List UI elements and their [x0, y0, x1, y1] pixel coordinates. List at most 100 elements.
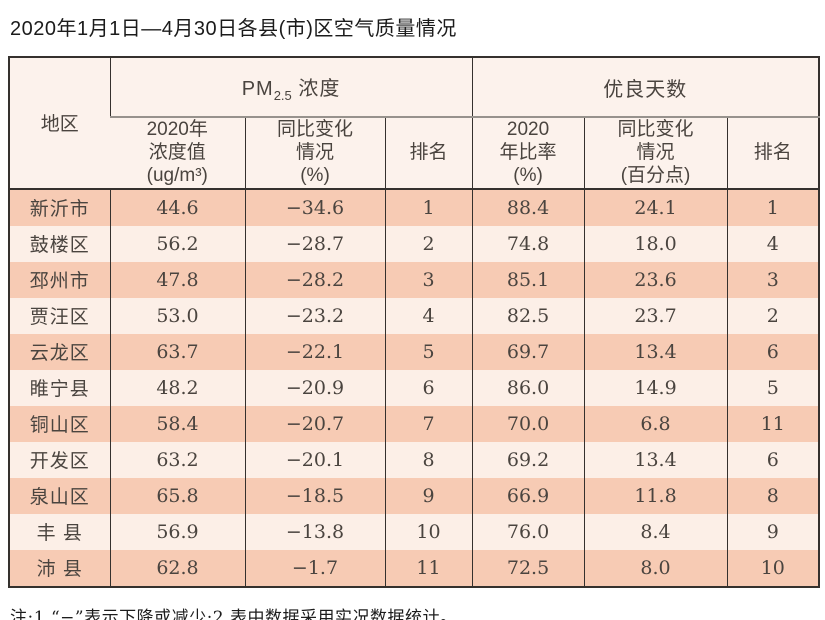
- good-rank-cell: 9: [726, 513, 820, 550]
- pm-change-cell: −20.9: [244, 369, 385, 406]
- good-rate-cell: 85.1: [471, 261, 585, 298]
- good-change-cell: 13.4: [583, 333, 728, 370]
- pm-rank-cell: 1: [384, 188, 473, 226]
- pm25-subscript: 2.5: [273, 87, 292, 103]
- good-rank-cell: 6: [726, 333, 820, 370]
- pm-change-cell: −20.1: [244, 441, 385, 478]
- table-row: 邳州市 47.8 −28.2 3 85.1 23.6 3: [9, 261, 820, 298]
- region-cell: 邳州市: [9, 261, 110, 298]
- pm-value-cell: 63.2: [109, 441, 245, 478]
- table-row: 新沂市 44.6 −34.6 1 88.4 24.1 1: [9, 188, 820, 226]
- pm-value-cell: 65.8: [109, 477, 245, 514]
- good-rate-cell: 66.9: [471, 477, 585, 514]
- good-rate-cell: 76.0: [471, 513, 585, 550]
- region-cell: 新沂市: [9, 188, 110, 226]
- pm-change-cell: −28.7: [244, 225, 385, 262]
- pm-rank-cell: 3: [384, 261, 473, 298]
- col-group-good-days: 优良天数: [471, 57, 820, 118]
- pm-rank-cell: 7: [384, 405, 473, 442]
- pm-rank-cell: 8: [384, 441, 473, 478]
- table-row: 开发区 63.2 −20.1 8 69.2 13.4 6: [9, 441, 820, 478]
- region-cell: 丰 县: [9, 513, 110, 550]
- pm-value-cell: 63.7: [109, 333, 245, 370]
- pm-rank-cell: 11: [384, 549, 473, 587]
- good-change-cell: 23.7: [583, 297, 728, 334]
- pm-rank-cell: 5: [384, 333, 473, 370]
- footnote: 注:1.“−”表示下降或减少;2.表中数据采用实况数据统计。: [10, 607, 458, 620]
- col-header-good-change: 同比变化 情况 (百分点): [583, 117, 728, 190]
- table-row: 铜山区 58.4 −20.7 7 70.0 6.8 11: [9, 405, 820, 442]
- page-title: 2020年1月1日—4月30日各县(市)区空气质量情况: [10, 18, 457, 40]
- region-cell: 贾汪区: [9, 297, 110, 334]
- pm-value-cell: 53.0: [109, 297, 245, 334]
- pm-rank-cell: 10: [384, 513, 473, 550]
- col-header-pm-change: 同比变化 情况 (%): [244, 117, 385, 190]
- good-rate-cell: 72.5: [471, 549, 585, 587]
- col-header-good-rate: 2020 年比率 (%): [471, 117, 585, 190]
- good-rank-cell: 1: [726, 188, 820, 226]
- pm-change-cell: −22.1: [244, 333, 385, 370]
- good-change-cell: 8.0: [583, 549, 728, 587]
- pm25-suffix: 浓度: [291, 77, 341, 100]
- table-row: 贾汪区 53.0 −23.2 4 82.5 23.7 2: [9, 297, 820, 334]
- good-rank-cell: 10: [726, 549, 820, 587]
- table-row: 鼓楼区 56.2 −28.7 2 74.8 18.0 4: [9, 225, 820, 262]
- col-group-pm25: PM2.5 浓度: [109, 57, 473, 118]
- col-header-pm-value: 2020年 浓度值 (ug/m³): [110, 117, 245, 190]
- good-change-cell: 18.0: [583, 225, 728, 262]
- pm-change-cell: −23.2: [244, 297, 385, 334]
- sub-header-row: 2020年 浓度值 (ug/m³) 同比变化 情况 (%) 排名 2020 年比…: [9, 117, 820, 190]
- pm-change-cell: −20.7: [244, 405, 385, 442]
- region-cell: 沛 县: [9, 549, 110, 587]
- pm-value-cell: 58.4: [109, 405, 245, 442]
- pm-change-cell: −13.8: [244, 513, 385, 550]
- table-row: 泉山区 65.8 −18.5 9 66.9 11.8 8: [9, 477, 820, 514]
- good-rank-cell: 5: [726, 369, 820, 406]
- group-header-row: 地区 PM2.5 浓度 优良天数: [9, 57, 820, 190]
- good-change-cell: 23.6: [583, 261, 728, 298]
- pm-rank-cell: 4: [384, 297, 473, 334]
- good-rate-cell: 74.8: [471, 225, 585, 262]
- good-rate-cell: 69.7: [471, 333, 585, 370]
- good-rate-cell: 70.0: [471, 405, 585, 442]
- pm-value-cell: 48.2: [109, 369, 245, 406]
- pm-change-cell: −28.2: [244, 261, 385, 298]
- table-header: 地区 PM2.5 浓度 优良天数 2020年 浓度值 (ug/m³) 同比变化 …: [9, 57, 820, 190]
- good-change-cell: 8.4: [583, 513, 728, 550]
- region-cell: 云龙区: [9, 333, 110, 370]
- good-change-cell: 13.4: [583, 441, 728, 478]
- good-rate-cell: 86.0: [471, 369, 585, 406]
- good-change-cell: 6.8: [583, 405, 728, 442]
- good-rank-cell: 8: [726, 477, 820, 514]
- good-change-cell: 24.1: [583, 188, 728, 226]
- pm-change-cell: −18.5: [244, 477, 385, 514]
- good-rate-cell: 82.5: [471, 297, 585, 334]
- good-rank-cell: 2: [726, 297, 820, 334]
- pm-rank-cell: 9: [384, 477, 473, 514]
- pm-change-cell: −1.7: [244, 549, 385, 587]
- good-rank-cell: 3: [726, 261, 820, 298]
- region-cell: 开发区: [9, 441, 110, 478]
- pm-value-cell: 47.8: [109, 261, 245, 298]
- pm-value-cell: 44.6: [109, 188, 245, 226]
- good-change-cell: 14.9: [583, 369, 728, 406]
- good-change-cell: 11.8: [583, 477, 728, 514]
- region-cell: 鼓楼区: [9, 225, 110, 262]
- good-rank-cell: 4: [726, 225, 820, 262]
- col-header-pm-rank: 排名: [384, 117, 473, 190]
- pm-rank-cell: 6: [384, 369, 473, 406]
- pm-value-cell: 56.2: [109, 225, 245, 262]
- col-header-good-rank: 排名: [726, 117, 820, 190]
- good-rate-cell: 69.2: [471, 441, 585, 478]
- col-header-region: 地区: [9, 57, 110, 190]
- pm25-prefix: PM: [241, 77, 274, 100]
- good-rank-cell: 11: [726, 405, 820, 442]
- pm-value-cell: 62.8: [109, 549, 245, 587]
- good-rank-cell: 6: [726, 441, 820, 478]
- table-row: 云龙区 63.7 −22.1 5 69.7 13.4 6: [9, 333, 820, 370]
- table-body: 新沂市 44.6 −34.6 1 88.4 24.1 1 鼓楼区 56.2 −28.7 2 74.8 1…: [9, 188, 820, 587]
- region-cell: 睢宁县: [9, 369, 110, 406]
- good-rate-cell: 88.4: [471, 188, 585, 226]
- table-row: 沛 县 62.8 −1.7 11 72.5 8.0 10: [9, 549, 820, 587]
